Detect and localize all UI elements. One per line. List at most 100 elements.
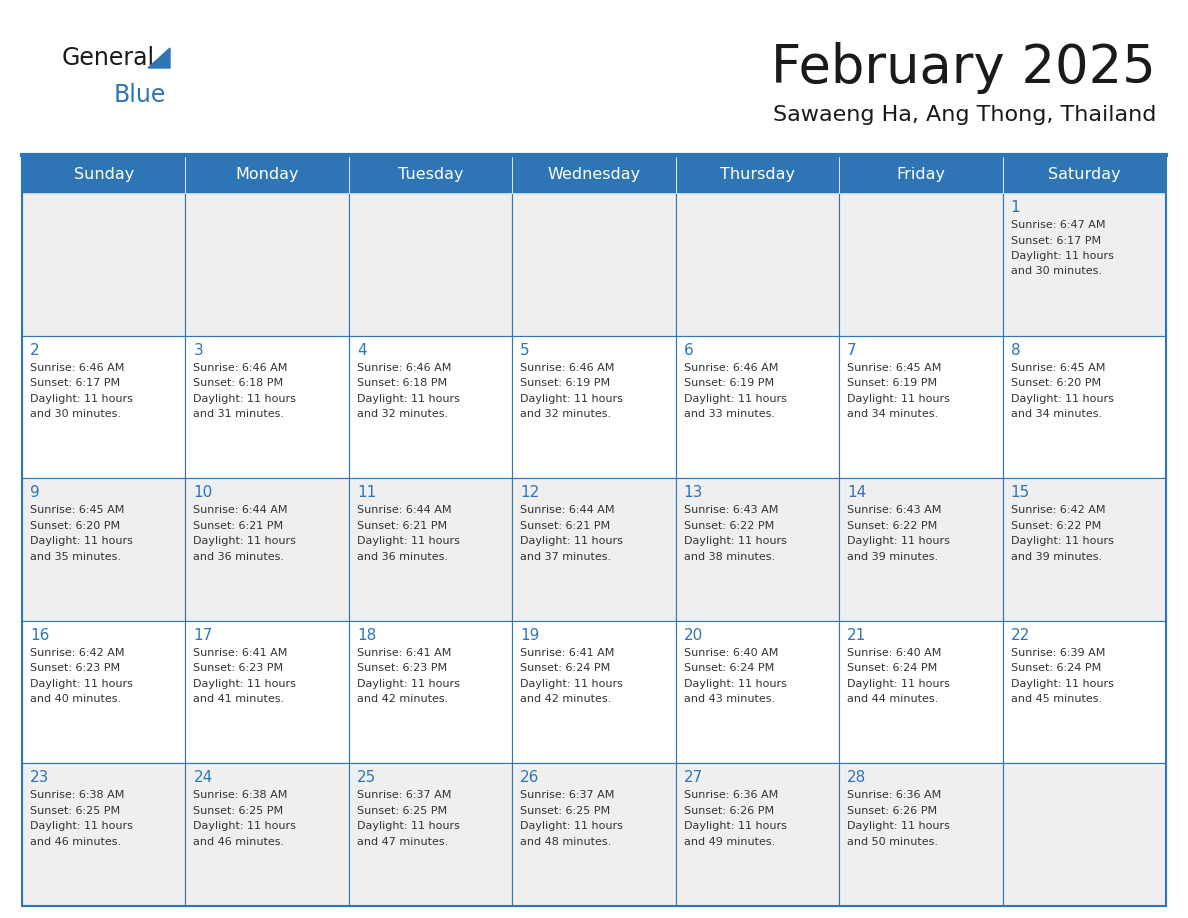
Bar [512,193,676,336]
Text: General: General [62,46,156,70]
Bar [349,478,512,621]
Text: and 36 minutes.: and 36 minutes. [194,552,284,562]
Bar [349,193,512,336]
Text: 21: 21 [847,628,866,643]
Bar [676,193,839,336]
Text: Daylight: 11 hours: Daylight: 11 hours [1011,394,1113,404]
Bar [349,155,512,193]
Text: and 39 minutes.: and 39 minutes. [847,552,939,562]
Bar [185,336,349,478]
Text: Sunset: 6:24 PM: Sunset: 6:24 PM [520,664,611,673]
Text: and 44 minutes.: and 44 minutes. [847,694,939,704]
Text: Sunrise: 6:45 AM: Sunrise: 6:45 AM [847,363,942,373]
Text: and 43 minutes.: and 43 minutes. [684,694,775,704]
Text: Daylight: 11 hours: Daylight: 11 hours [520,822,624,832]
Text: and 35 minutes.: and 35 minutes. [30,552,121,562]
Text: Sunrise: 6:41 AM: Sunrise: 6:41 AM [194,648,287,658]
Text: Daylight: 11 hours: Daylight: 11 hours [356,394,460,404]
Text: Sunrise: 6:41 AM: Sunrise: 6:41 AM [356,648,451,658]
Text: and 32 minutes.: and 32 minutes. [356,409,448,420]
Text: Sunrise: 6:46 AM: Sunrise: 6:46 AM [684,363,778,373]
Text: 15: 15 [1011,486,1030,500]
Text: Daylight: 11 hours: Daylight: 11 hours [520,536,624,546]
Text: Daylight: 11 hours: Daylight: 11 hours [1011,536,1113,546]
Bar [185,155,349,193]
Text: 2: 2 [30,342,39,358]
Text: and 30 minutes.: and 30 minutes. [30,409,121,420]
Text: 23: 23 [30,770,50,786]
Text: and 33 minutes.: and 33 minutes. [684,409,775,420]
Text: Daylight: 11 hours: Daylight: 11 hours [30,394,133,404]
Text: 17: 17 [194,628,213,643]
Text: Sunday: Sunday [74,166,134,182]
Bar [676,764,839,906]
Text: Daylight: 11 hours: Daylight: 11 hours [684,678,786,688]
Bar [839,621,1003,764]
Text: 20: 20 [684,628,703,643]
Text: and 34 minutes.: and 34 minutes. [1011,409,1101,420]
Text: Sunrise: 6:46 AM: Sunrise: 6:46 AM [194,363,287,373]
Text: and 41 minutes.: and 41 minutes. [194,694,285,704]
Bar [839,764,1003,906]
Text: Daylight: 11 hours: Daylight: 11 hours [194,394,296,404]
Text: and 37 minutes.: and 37 minutes. [520,552,612,562]
Polygon shape [148,48,170,68]
Text: and 47 minutes.: and 47 minutes. [356,837,448,847]
Text: and 46 minutes.: and 46 minutes. [30,837,121,847]
Text: Tuesday: Tuesday [398,166,463,182]
Text: Daylight: 11 hours: Daylight: 11 hours [847,822,950,832]
Bar [512,764,676,906]
Text: Sunset: 6:23 PM: Sunset: 6:23 PM [194,664,284,673]
Text: Sunrise: 6:36 AM: Sunrise: 6:36 AM [847,790,941,800]
Text: Sunrise: 6:45 AM: Sunrise: 6:45 AM [1011,363,1105,373]
Text: 24: 24 [194,770,213,786]
Text: Sunrise: 6:47 AM: Sunrise: 6:47 AM [1011,220,1105,230]
Text: and 50 minutes.: and 50 minutes. [847,837,939,847]
Text: Sunrise: 6:44 AM: Sunrise: 6:44 AM [356,505,451,515]
Text: Sunrise: 6:46 AM: Sunrise: 6:46 AM [30,363,125,373]
Text: 11: 11 [356,486,377,500]
Text: Sunset: 6:25 PM: Sunset: 6:25 PM [356,806,447,816]
Bar [23,155,1165,906]
Text: Sunrise: 6:40 AM: Sunrise: 6:40 AM [847,648,942,658]
Text: Sunset: 6:19 PM: Sunset: 6:19 PM [520,378,611,388]
Text: Sunset: 6:24 PM: Sunset: 6:24 PM [684,664,773,673]
Text: Sunset: 6:20 PM: Sunset: 6:20 PM [1011,378,1101,388]
Text: 8: 8 [1011,342,1020,358]
Bar [23,764,185,906]
Text: Daylight: 11 hours: Daylight: 11 hours [1011,251,1113,261]
Text: Sunset: 6:18 PM: Sunset: 6:18 PM [356,378,447,388]
Bar [23,193,185,336]
Text: 4: 4 [356,342,366,358]
Bar [349,764,512,906]
Text: Sunset: 6:21 PM: Sunset: 6:21 PM [520,521,611,531]
Text: 6: 6 [684,342,694,358]
Bar [512,155,676,193]
Bar [1003,621,1165,764]
Bar [185,193,349,336]
Text: 22: 22 [1011,628,1030,643]
Text: and 49 minutes.: and 49 minutes. [684,837,775,847]
Text: 1: 1 [1011,200,1020,215]
Text: Daylight: 11 hours: Daylight: 11 hours [194,822,296,832]
Text: Wednesday: Wednesday [548,166,640,182]
Text: 28: 28 [847,770,866,786]
Text: Daylight: 11 hours: Daylight: 11 hours [194,536,296,546]
Text: Sunset: 6:20 PM: Sunset: 6:20 PM [30,521,120,531]
Text: Daylight: 11 hours: Daylight: 11 hours [684,536,786,546]
Text: 12: 12 [520,486,539,500]
Text: Daylight: 11 hours: Daylight: 11 hours [684,394,786,404]
Text: 3: 3 [194,342,203,358]
Text: Daylight: 11 hours: Daylight: 11 hours [356,536,460,546]
Bar [185,764,349,906]
Bar [1003,193,1165,336]
Text: Daylight: 11 hours: Daylight: 11 hours [30,536,133,546]
Bar [676,155,839,193]
Bar [23,478,185,621]
Bar [676,336,839,478]
Text: Sunrise: 6:46 AM: Sunrise: 6:46 AM [520,363,614,373]
Text: Daylight: 11 hours: Daylight: 11 hours [1011,678,1113,688]
Bar [676,478,839,621]
Text: 16: 16 [30,628,50,643]
Text: Sunrise: 6:43 AM: Sunrise: 6:43 AM [847,505,942,515]
